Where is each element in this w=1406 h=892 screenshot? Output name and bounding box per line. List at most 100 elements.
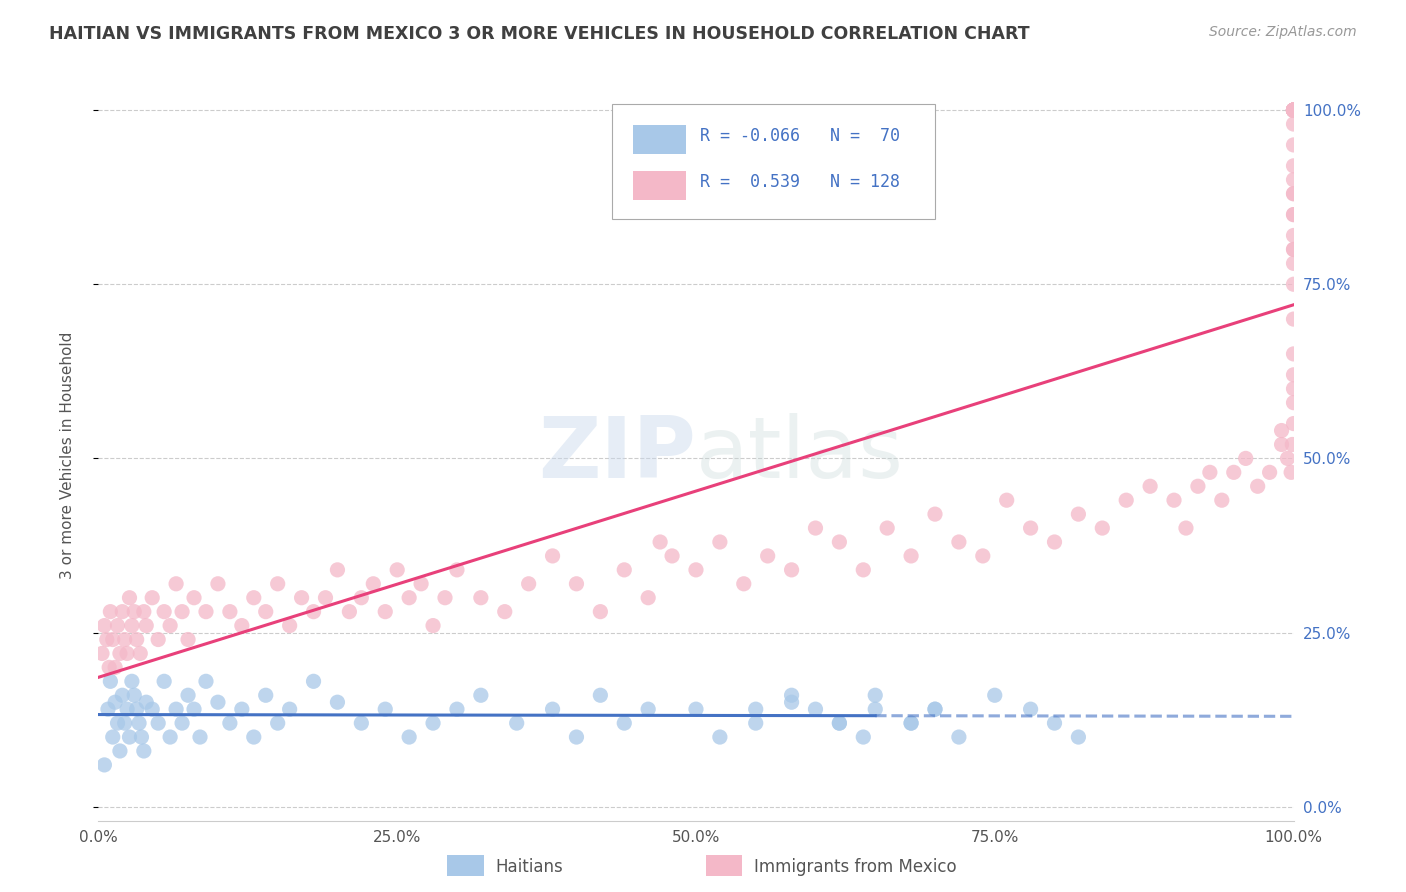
Point: [1139, 479, 1161, 493]
Point: [876, 521, 898, 535]
Point: [98, 660, 121, 674]
Point: [852, 730, 875, 744]
Y-axis label: 3 or more Vehicles in Household: 3 or more Vehicles in Household: [60, 331, 75, 579]
Point: [363, 576, 385, 591]
Point: [900, 716, 922, 731]
Point: [1019, 702, 1042, 716]
Point: [101, 730, 124, 744]
Point: [121, 618, 143, 632]
Point: [733, 576, 755, 591]
Point: [315, 591, 337, 605]
Point: [195, 605, 218, 619]
FancyBboxPatch shape: [633, 125, 686, 154]
Point: [153, 605, 176, 619]
Point: [172, 605, 194, 619]
Point: [111, 688, 134, 702]
Point: [267, 576, 290, 591]
Point: [131, 730, 153, 744]
Point: [141, 591, 163, 605]
Point: [852, 563, 875, 577]
Point: [1277, 451, 1299, 466]
Point: [231, 618, 253, 632]
Point: [148, 632, 170, 647]
Point: [107, 716, 129, 731]
Point: [1067, 730, 1090, 744]
Point: [1282, 243, 1305, 257]
Point: [1282, 186, 1305, 201]
Point: [231, 702, 253, 716]
Point: [637, 702, 659, 716]
Point: [828, 535, 851, 549]
Point: [1163, 493, 1185, 508]
Point: [948, 730, 970, 744]
Point: [1282, 103, 1305, 117]
Point: [1282, 312, 1305, 326]
Point: [207, 576, 229, 591]
Point: [243, 730, 266, 744]
Point: [114, 716, 136, 731]
Point: [1282, 137, 1305, 152]
Point: [374, 702, 396, 716]
Point: [1234, 451, 1257, 466]
Point: [183, 702, 205, 716]
Text: Source: ZipAtlas.com: Source: ZipAtlas.com: [1209, 25, 1357, 39]
Point: [1282, 103, 1305, 117]
Text: R = -0.066   N =  70: R = -0.066 N = 70: [700, 127, 900, 145]
Point: [97, 702, 120, 716]
Point: [398, 591, 420, 605]
Point: [1067, 507, 1090, 521]
Point: [1271, 424, 1294, 438]
Point: [1282, 277, 1305, 292]
Point: [709, 730, 731, 744]
Point: [828, 716, 851, 731]
Point: [745, 702, 768, 716]
Point: [613, 716, 636, 731]
Point: [1282, 103, 1305, 117]
Point: [745, 716, 768, 731]
Point: [900, 716, 922, 731]
Point: [1282, 228, 1305, 243]
Text: Haitians: Haitians: [495, 858, 562, 876]
Point: [589, 605, 612, 619]
Point: [128, 716, 150, 731]
Point: [1019, 521, 1042, 535]
Point: [1043, 716, 1066, 731]
Point: [756, 549, 779, 563]
Point: [121, 674, 143, 689]
Point: [589, 688, 612, 702]
Point: [411, 576, 433, 591]
Point: [1282, 103, 1305, 117]
Point: [1282, 208, 1305, 222]
Point: [96, 632, 118, 647]
Point: [685, 563, 707, 577]
Point: [972, 549, 994, 563]
Point: [780, 688, 803, 702]
Point: [865, 688, 887, 702]
Point: [1282, 382, 1305, 396]
Point: [183, 591, 205, 605]
Point: [148, 716, 170, 731]
Point: [104, 695, 127, 709]
Point: [153, 674, 176, 689]
Point: [1282, 103, 1305, 117]
Point: [1282, 103, 1305, 117]
Point: [108, 744, 131, 758]
Point: [613, 563, 636, 577]
Point: [1282, 347, 1305, 361]
Point: [541, 549, 564, 563]
Point: [1282, 103, 1305, 117]
Point: [1282, 243, 1305, 257]
Point: [108, 647, 131, 661]
Point: [650, 535, 672, 549]
Point: [1282, 103, 1305, 117]
Point: [219, 716, 242, 731]
Point: [350, 591, 373, 605]
Point: [254, 688, 277, 702]
Point: [828, 716, 851, 731]
Point: [243, 591, 266, 605]
Point: [1211, 493, 1233, 508]
Point: [434, 591, 457, 605]
Point: [118, 730, 141, 744]
Point: [541, 702, 564, 716]
Point: [900, 549, 922, 563]
